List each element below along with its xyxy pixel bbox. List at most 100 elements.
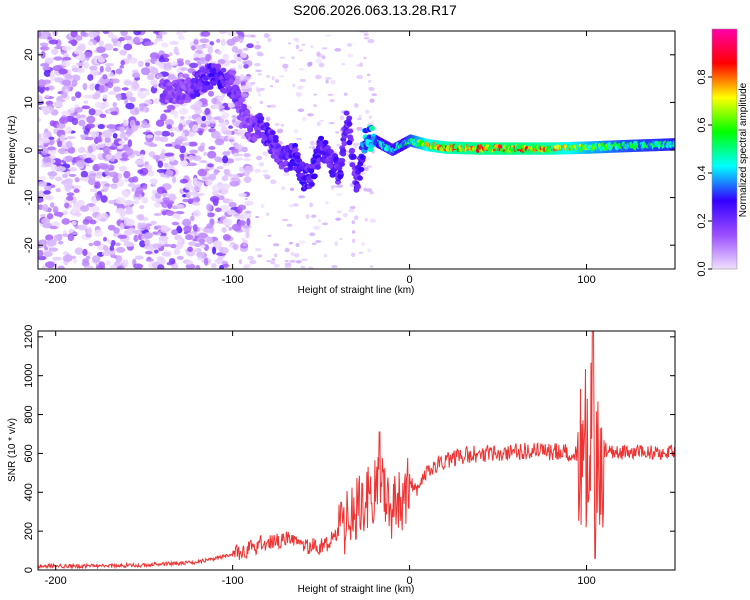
spectrogram-cell [110, 110, 118, 116]
spectrogram-cell [328, 122, 335, 125]
spectrogram-cell [227, 209, 236, 216]
spectrogram-cell [330, 79, 336, 85]
spectrogram-cell [282, 63, 289, 69]
spectrogram-cell [61, 79, 72, 86]
spectrogram-cell [354, 183, 361, 190]
spectrogram-cell [125, 129, 133, 136]
spectrogram-cell [356, 126, 363, 131]
spectrogram-cell [46, 131, 52, 139]
spectrogram-cell [356, 74, 364, 80]
spectrogram-cell [232, 118, 236, 123]
spectrogram-cell [229, 59, 237, 64]
spectrogram-cell [212, 198, 219, 207]
spectrogram-cell [104, 183, 111, 187]
spectrogram-cell [222, 234, 231, 241]
spectrogram-cell [244, 165, 254, 173]
spectrogram-cell [222, 151, 231, 156]
spectrogram-cell [162, 197, 170, 202]
spectrogram-cell [228, 138, 234, 143]
spectrogram-cell [243, 153, 251, 158]
spectrogram-cell [154, 192, 162, 199]
spectrogram-cell [38, 31, 42, 38]
spectrogram-cell [325, 79, 329, 84]
spectrogram-cell [207, 150, 217, 159]
spectrogram-cell [194, 186, 199, 191]
spectrogram-cell [363, 56, 367, 60]
spectrogram-cell [118, 165, 128, 172]
spectrogram-cell [112, 176, 119, 184]
spectrogram-cell [267, 37, 272, 43]
spectrogram-cell [38, 117, 42, 123]
spectrogram-cell [182, 198, 189, 203]
y-tick-label: 1000 [23, 363, 35, 387]
spectrogram-cell [95, 194, 101, 201]
spectrogram-cell [89, 68, 99, 77]
spectrogram-cell [208, 173, 217, 181]
spectrogram-cell [295, 242, 300, 248]
spectrogram-cell [183, 161, 189, 166]
spectrogram-cell [350, 154, 357, 160]
spectrogram-cell [110, 78, 120, 84]
spectrogram-cell [121, 87, 129, 91]
spectrogram-cell [165, 119, 174, 127]
spectrogram-cell [57, 240, 64, 245]
spectrogram-cell [123, 80, 134, 86]
spectrogram-cell [148, 143, 158, 148]
spectrogram-cell [323, 253, 328, 258]
spectrogram-cell [231, 45, 239, 53]
spectrogram-cell [75, 160, 86, 168]
spectrogram-cell [169, 40, 179, 45]
spectrogram-cell [150, 220, 157, 225]
spectrogram-cell [159, 152, 166, 160]
spectrogram-cell [371, 93, 377, 96]
spectrogram-cell [119, 49, 128, 56]
spectrogram-cell [192, 124, 199, 132]
spectrogram-cell [93, 240, 101, 247]
spectrogram-cell [152, 154, 161, 160]
spectrogram-cell [203, 151, 208, 157]
spectrogram-cell [231, 223, 242, 231]
spectrogram-cell [40, 63, 50, 67]
spectrogram-cell [98, 261, 105, 269]
spectrogram-cell [220, 67, 227, 73]
spectrogram-cell [359, 154, 366, 161]
spectrogram-cell [125, 147, 134, 156]
spectrogram-cell [200, 31, 211, 37]
spectrogram-cell [244, 109, 251, 115]
spectrogram-cell [257, 72, 262, 76]
spectrogram-cell [41, 136, 51, 144]
spectrogram-cell [241, 79, 249, 82]
spectrogram-cell [184, 234, 194, 241]
spectrogram-cell [143, 232, 154, 239]
spectrogram-cell [40, 51, 46, 59]
colorbar-label: Normalized spectral amplitude [738, 82, 749, 217]
spectrogram-cell [331, 265, 338, 269]
snr-frame [37, 330, 676, 571]
spectrogram-cell [176, 241, 184, 250]
spectrogram-cell [224, 106, 231, 111]
spectrogram-cell [53, 56, 63, 61]
spectrogram-cell [182, 73, 190, 79]
spectrogram-cell [327, 93, 334, 97]
spectrogram-cell [63, 181, 73, 189]
spectrogram-cell [148, 151, 156, 158]
spectrogram-cell [49, 74, 56, 81]
spectrogram-cell [213, 116, 221, 120]
spectrogram-cell [158, 31, 168, 35]
spectrogram-cell [222, 53, 229, 61]
spectrogram-cell [194, 91, 201, 98]
spectrogram-cell [44, 185, 52, 191]
spectrogram-cell [313, 103, 318, 108]
spectrogram-cell [96, 214, 102, 221]
spectrogram-cell [180, 153, 185, 162]
spectrogram-cell [263, 122, 270, 128]
spectrogram-cell [167, 104, 176, 112]
spectrogram-cell [72, 258, 78, 264]
spectrogram-cell [279, 75, 284, 78]
spectrogram-cell [71, 220, 77, 226]
spectrogram-cell [75, 35, 83, 41]
spectrogram-cell [78, 43, 86, 51]
colorbar-tick-label: 0.2 [696, 213, 708, 228]
spectrogram-cell [255, 129, 262, 135]
spectrogram-cell [65, 140, 73, 149]
